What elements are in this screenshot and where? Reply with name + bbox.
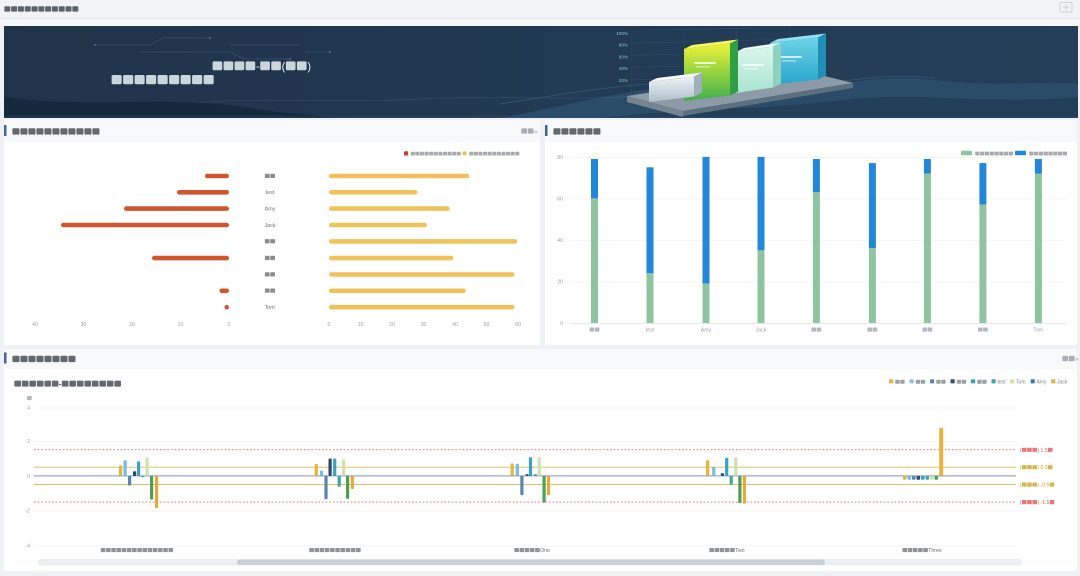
svg-text:Tom: Tom bbox=[1033, 328, 1043, 334]
svg-text:20: 20 bbox=[557, 280, 563, 286]
svg-text:) 1.5: ) 1.5 bbox=[1037, 448, 1047, 454]
svg-text:80: 80 bbox=[557, 155, 563, 161]
svg-text:(: ( bbox=[1020, 465, 1022, 471]
svg-text:Jack: Jack bbox=[756, 328, 767, 334]
svg-text:»: » bbox=[1075, 356, 1079, 363]
svg-text:(: ( bbox=[1020, 483, 1022, 489]
svg-text:2: 2 bbox=[27, 439, 30, 445]
svg-text:) -0.5: ) -0.5 bbox=[1037, 483, 1049, 489]
svg-text:20: 20 bbox=[129, 322, 135, 328]
svg-text:-: - bbox=[59, 380, 62, 389]
svg-text:Jack: Jack bbox=[1057, 380, 1068, 386]
svg-text:0: 0 bbox=[228, 322, 231, 328]
svg-text:Two: Two bbox=[735, 548, 745, 554]
svg-text:-2: -2 bbox=[25, 509, 30, 515]
svg-text:20%: 20% bbox=[619, 78, 628, 83]
svg-text:100%: 100% bbox=[616, 31, 628, 36]
svg-text:Tom: Tom bbox=[265, 305, 276, 311]
svg-text:) 0.5: ) 0.5 bbox=[1037, 465, 1047, 471]
svg-text:4: 4 bbox=[27, 406, 30, 412]
svg-text:test: test bbox=[646, 328, 655, 334]
svg-text:Amy: Amy bbox=[265, 207, 276, 213]
svg-text:60%: 60% bbox=[619, 54, 628, 59]
svg-text:) -1.5: ) -1.5 bbox=[1037, 500, 1049, 506]
svg-text:60: 60 bbox=[515, 322, 521, 328]
svg-text:One: One bbox=[540, 548, 550, 554]
svg-text:0: 0 bbox=[328, 322, 331, 328]
svg-text:-4: -4 bbox=[25, 544, 30, 550]
svg-text:10: 10 bbox=[178, 322, 184, 328]
svg-text:Jack: Jack bbox=[264, 223, 275, 229]
svg-text:40: 40 bbox=[557, 238, 563, 244]
svg-text:20: 20 bbox=[389, 322, 395, 328]
svg-text:Tom: Tom bbox=[1016, 380, 1025, 386]
svg-text:80%: 80% bbox=[619, 43, 628, 48]
svg-text:30: 30 bbox=[81, 322, 87, 328]
svg-text:»: » bbox=[534, 129, 538, 136]
svg-text:test: test bbox=[266, 190, 275, 196]
svg-text:Amy: Amy bbox=[701, 328, 712, 334]
svg-text:30: 30 bbox=[421, 322, 427, 328]
svg-text:0: 0 bbox=[27, 474, 30, 480]
svg-text:-: - bbox=[256, 61, 260, 73]
svg-text:60: 60 bbox=[557, 197, 563, 203]
svg-text:40: 40 bbox=[32, 322, 38, 328]
svg-text:40%: 40% bbox=[619, 66, 628, 71]
svg-text:(: ( bbox=[1020, 448, 1022, 454]
svg-text:50: 50 bbox=[484, 322, 490, 328]
svg-text:): ) bbox=[307, 61, 311, 73]
svg-text:40: 40 bbox=[452, 322, 458, 328]
svg-text:Three: Three bbox=[928, 548, 942, 554]
svg-text:0: 0 bbox=[560, 321, 563, 327]
svg-text:test: test bbox=[998, 380, 1007, 386]
svg-text:(: ( bbox=[1020, 500, 1022, 506]
svg-text:(: ( bbox=[282, 61, 286, 73]
svg-text:10: 10 bbox=[358, 322, 364, 328]
svg-text:Amy: Amy bbox=[1037, 380, 1048, 386]
